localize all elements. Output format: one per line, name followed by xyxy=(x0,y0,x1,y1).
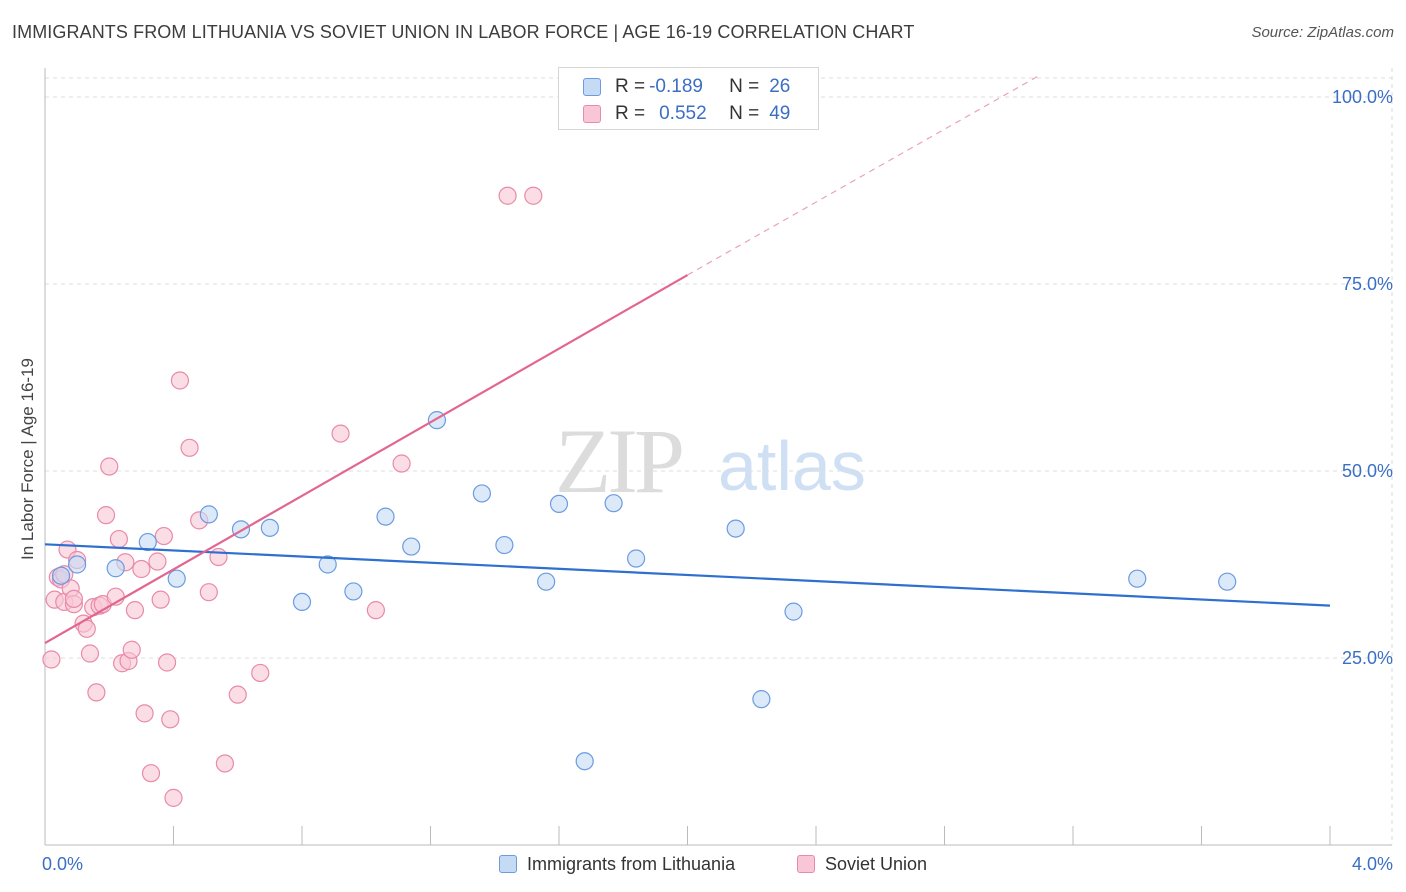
point-soviet-union xyxy=(524,186,543,205)
point-lithuania xyxy=(784,602,803,621)
correlation-legend: R = -0.189 N = 26 R = 0.552 N = 49 xyxy=(558,67,819,130)
point-lithuania xyxy=(626,549,646,568)
point-soviet-union xyxy=(151,590,170,609)
point-lithuania xyxy=(1218,572,1237,591)
trend-line-soviet-union xyxy=(44,274,689,644)
point-lithuania xyxy=(726,519,745,538)
point-soviet-union xyxy=(331,424,350,443)
point-lithuania xyxy=(495,535,514,555)
y-tick-label-50: 50.0% xyxy=(1342,461,1393,481)
point-soviet-union xyxy=(199,583,218,602)
point-lithuania xyxy=(51,566,71,585)
point-lithuania xyxy=(604,494,623,513)
point-lithuania xyxy=(68,555,87,574)
point-soviet-union xyxy=(228,685,247,704)
legend-swatch-soviet-union xyxy=(583,105,601,123)
point-lithuania xyxy=(472,484,491,503)
point-lithuania xyxy=(1128,569,1147,588)
trend-line-lithuania xyxy=(44,543,1331,607)
point-soviet-union xyxy=(251,663,270,683)
point-soviet-union xyxy=(498,186,517,205)
point-lithuania xyxy=(318,555,337,574)
x-tick-labels: 0.0% 4.0% xyxy=(42,854,1393,874)
point-lithuania xyxy=(575,752,594,771)
y-tick-label-75: 75.0% xyxy=(1342,274,1393,294)
point-soviet-union xyxy=(157,653,177,672)
point-lithuania xyxy=(537,572,556,591)
watermark-atlas: atlas xyxy=(718,427,866,505)
trend-line-soviet-union-extension xyxy=(687,74,1042,276)
legend-row-soviet-union: R = 0.552 N = 49 xyxy=(583,102,790,126)
legend-swatch-lithuania xyxy=(583,78,601,96)
point-lithuania xyxy=(752,690,771,709)
point-lithuania xyxy=(344,582,363,601)
point-lithuania xyxy=(376,507,395,526)
watermark-zip: ZIP xyxy=(555,410,682,512)
point-soviet-union xyxy=(42,650,61,669)
y-tick-labels: 25.0% 50.0% 75.0% 100.0% xyxy=(1332,87,1393,668)
point-soviet-union xyxy=(209,547,228,567)
point-soviet-union xyxy=(125,601,145,620)
series-lithuania xyxy=(51,411,1237,771)
point-soviet-union xyxy=(215,754,234,773)
series-soviet-union xyxy=(42,186,543,807)
legend-n-value: 26 xyxy=(769,76,791,97)
series-legend-label-soviet-union: Soviet Union xyxy=(825,853,928,874)
point-lithuania xyxy=(167,569,186,588)
point-soviet-union xyxy=(180,438,199,457)
axes xyxy=(44,68,1392,846)
point-soviet-union xyxy=(100,457,119,476)
point-soviet-union xyxy=(392,454,411,473)
source-credit: Source: ZipAtlas.com xyxy=(1251,24,1394,41)
point-lithuania xyxy=(199,505,218,524)
series-legend-lithuania: Immigrants from Lithuania xyxy=(499,852,735,876)
watermark: ZIP atlas xyxy=(555,410,866,512)
point-lithuania xyxy=(292,592,312,612)
point-soviet-union xyxy=(80,644,100,663)
y-tick-label-100: 100.0% xyxy=(1332,87,1393,107)
legend-n-label: N = xyxy=(729,76,760,97)
legend-r-value: 0.552 xyxy=(659,103,707,124)
legend-r-label: R = xyxy=(615,103,646,124)
point-soviet-union xyxy=(96,506,116,525)
point-soviet-union xyxy=(64,589,84,609)
chart-title: IMMIGRANTS FROM LITHUANIA VS SOVIET UNIO… xyxy=(12,22,915,42)
point-lithuania xyxy=(549,494,569,514)
series-legend-swatch-soviet-union xyxy=(797,855,815,873)
legend-n-label: N = xyxy=(729,103,760,124)
point-soviet-union xyxy=(148,552,167,571)
point-lithuania xyxy=(402,537,421,556)
point-soviet-union xyxy=(122,640,141,659)
legend-r-value: -0.189 xyxy=(649,76,703,97)
point-soviet-union xyxy=(154,526,173,546)
point-lithuania xyxy=(106,559,125,578)
legend-r-label: R = xyxy=(615,76,646,97)
series-legend-swatch-lithuania xyxy=(499,855,517,873)
point-soviet-union xyxy=(141,764,161,783)
point-soviet-union xyxy=(164,788,183,807)
point-soviet-union xyxy=(87,683,106,702)
x-tick-label-max: 4.0% xyxy=(1352,854,1393,874)
point-lithuania xyxy=(138,532,157,552)
legend-n-value: 49 xyxy=(769,103,791,124)
legend-row-lithuania: R = -0.189 N = 26 xyxy=(583,75,790,99)
y-tick-label-25: 25.0% xyxy=(1342,648,1393,668)
point-soviet-union xyxy=(161,710,180,729)
point-soviet-union xyxy=(135,704,154,723)
point-soviet-union xyxy=(366,601,385,620)
trend-lines xyxy=(44,74,1331,644)
point-soviet-union xyxy=(132,559,151,579)
point-lithuania xyxy=(260,518,279,537)
series-legend-soviet-union: Soviet Union xyxy=(797,852,927,876)
x-tick-label-min: 0.0% xyxy=(42,854,83,874)
point-soviet-union xyxy=(109,529,128,549)
point-soviet-union xyxy=(170,371,190,390)
series-legend-label-lithuania: Immigrants from Lithuania xyxy=(527,853,736,874)
